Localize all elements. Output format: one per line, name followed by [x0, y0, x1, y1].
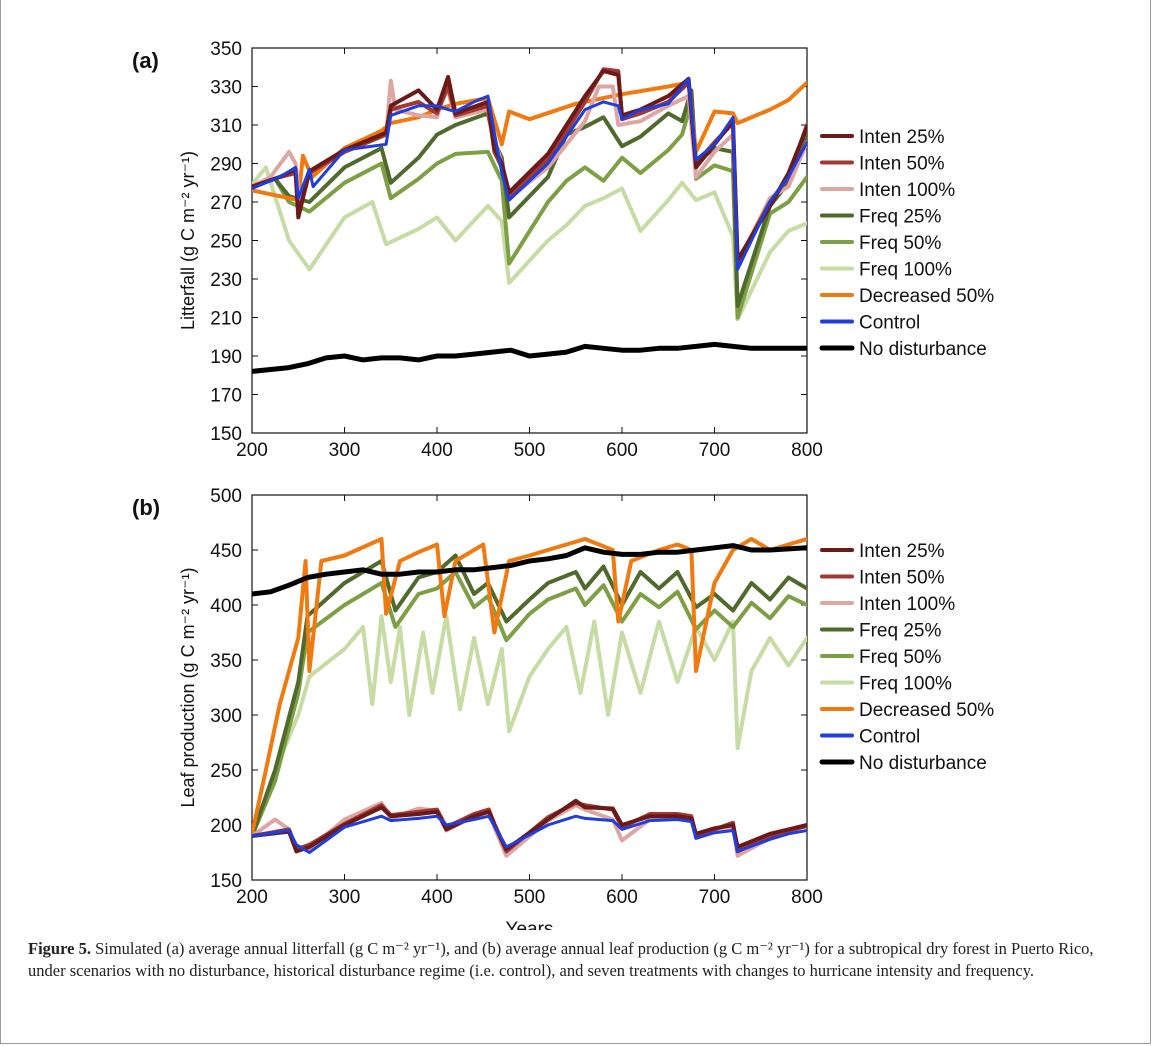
- series-line-inten-25pct: [252, 798, 807, 854]
- x-tick-label: 200: [236, 887, 268, 908]
- x-tick-label: 500: [514, 887, 546, 908]
- series-line-freq-25pct: [252, 88, 807, 308]
- x-axis-label: Years: [506, 919, 554, 930]
- panel-label: (b): [132, 495, 160, 520]
- y-tick-label: 350: [210, 651, 242, 672]
- legend-label-inten-50pct: Inten 50%: [859, 154, 945, 175]
- y-axis-label: Leaf production (g C m⁻² yr⁻¹): [178, 567, 198, 807]
- y-tick-label: 350: [210, 39, 242, 60]
- legend-label-decreased-50pct: Decreased 50%: [859, 700, 994, 721]
- y-tick-label: 400: [210, 596, 242, 617]
- legend-label-freq-100pct: Freq 100%: [859, 260, 952, 281]
- y-tick-label: 150: [210, 871, 242, 892]
- caption-label: Figure 5.: [28, 939, 91, 958]
- y-tick-label: 450: [210, 541, 242, 562]
- series-lines-a: [252, 67, 807, 374]
- y-tick-label: 290: [210, 155, 242, 176]
- y-tick-label: 310: [210, 116, 242, 137]
- y-tick-label: 250: [210, 232, 242, 253]
- x-tick-label: 700: [699, 887, 731, 908]
- x-tick-label: 300: [329, 887, 361, 908]
- x-tick-label: 600: [606, 887, 638, 908]
- series-line-freq-25pct: [252, 553, 807, 838]
- x-tick-label: 200: [236, 440, 268, 461]
- legend-label-decreased-50pct: Decreased 50%: [859, 286, 994, 307]
- legend-label-freq-25pct: Freq 25%: [859, 207, 941, 228]
- x-tick-label: 500: [514, 440, 546, 461]
- x-tick-label: 400: [421, 887, 453, 908]
- panel-label: (a): [132, 48, 159, 73]
- y-tick-label: 200: [210, 816, 242, 837]
- legend-label-no-disturbance: No disturbance: [859, 753, 987, 774]
- series-line-freq-50pct: [252, 99, 807, 320]
- y-tick-label: 210: [210, 309, 242, 330]
- y-axis-label: Litterfall (g C m⁻² yr⁻¹): [178, 151, 198, 330]
- y-tick-label: 150: [210, 424, 242, 445]
- series-line-freq-50pct: [252, 570, 807, 838]
- legend-label-freq-50pct: Freq 50%: [859, 647, 941, 668]
- figure-canvas: 200 300 400 500 600 700 800 150 170 190 210 230 250 2…: [132, 39, 994, 930]
- figure-caption: Figure 5. Simulated (a) average annual l…: [28, 938, 1123, 982]
- series-line-no-disturbance: [252, 341, 807, 374]
- legend-label-control: Control: [859, 727, 920, 748]
- series-line-freq-100pct: [252, 614, 807, 838]
- y-tick-label: 270: [210, 193, 242, 214]
- plot-frame-b: [251, 494, 808, 881]
- y-tick-label: 500: [210, 486, 242, 507]
- y-tick-label: 230: [210, 270, 242, 291]
- legend-a: Inten 25% Inten 50% Inten 100% Freq 25% Freq…: [819, 127, 994, 360]
- series-line-decreased-50pct: [252, 80, 807, 203]
- series-line-control: [252, 814, 807, 854]
- legend-label-inten-25pct: Inten 25%: [859, 127, 945, 148]
- y-tick-label: 250: [210, 761, 242, 782]
- legend-label-freq-50pct: Freq 50%: [859, 233, 941, 254]
- x-tick-label: 600: [606, 440, 638, 461]
- y-tick-label: 330: [210, 78, 242, 99]
- panel-a: 200 300 400 500 600 700 800 150 170 190 210 230 250 2…: [132, 39, 994, 461]
- plot-frame-a: [251, 47, 808, 434]
- legend-label-inten-25pct: Inten 25%: [859, 541, 945, 562]
- series-line-decreased-50pct: [252, 537, 807, 836]
- legend-label-inten-50pct: Inten 50%: [859, 568, 945, 589]
- x-tick-label: 800: [791, 887, 823, 908]
- legend-label-inten-100pct: Inten 100%: [859, 594, 955, 615]
- series-line-control: [252, 77, 807, 271]
- legend-label-inten-100pct: Inten 100%: [859, 180, 955, 201]
- x-tick-label: 800: [791, 440, 823, 461]
- legend-b: Inten 25% Inten 50% Inten 100% Freq 25% Freq…: [819, 541, 994, 774]
- x-tick-label: 400: [421, 440, 453, 461]
- panel-b: 200 300 400 500 600 700 8001502002503003504004…: [132, 486, 994, 930]
- legend-label-freq-25pct: Freq 25%: [859, 621, 941, 642]
- series-line-freq-100pct: [252, 165, 807, 322]
- caption-text: Simulated (a) average annual litterfall …: [28, 939, 1094, 980]
- y-tick-label: 170: [210, 386, 242, 407]
- legend-label-control: Control: [859, 313, 920, 334]
- x-tick-label: 300: [329, 440, 361, 461]
- legend-label-no-disturbance: No disturbance: [859, 339, 987, 360]
- x-tick-label: 700: [699, 440, 731, 461]
- series-lines-b: [252, 537, 807, 858]
- y-tick-label: 190: [210, 347, 242, 368]
- legend-label-freq-100pct: Freq 100%: [859, 674, 952, 695]
- series-line-no-disturbance: [252, 543, 807, 597]
- y-tick-label: 300: [210, 706, 242, 727]
